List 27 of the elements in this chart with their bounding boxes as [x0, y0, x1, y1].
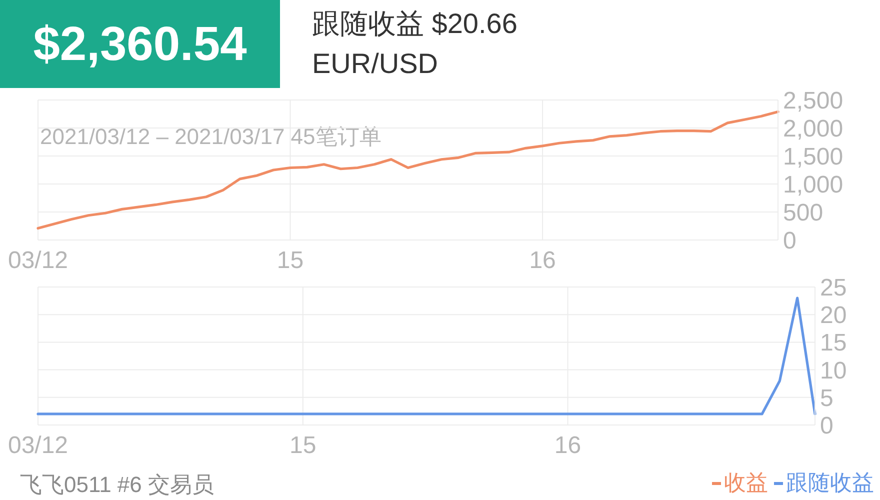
y-tick-label: 5	[820, 384, 834, 412]
title-banner: $2,360.54	[0, 0, 280, 88]
x-tick-label: 15	[290, 432, 316, 460]
y-tick-label: 0	[783, 228, 796, 255]
chart-title: $2,360.54	[33, 16, 247, 72]
x-tick-label: 16	[529, 247, 556, 274]
y-tick-label: 25	[820, 274, 847, 302]
y-tick-label: 500	[783, 200, 824, 227]
chart-subtitle: 跟随收益 $20.66	[312, 7, 518, 41]
legend-label: 跟随收益	[786, 469, 874, 497]
text: 飞飞0511 #6 交易员	[20, 471, 214, 499]
y-tick-label: 15	[820, 330, 847, 357]
y-tick-label: 0	[820, 412, 834, 440]
x-tick-label: 16	[554, 432, 582, 460]
x-tick-label: 15	[276, 247, 304, 274]
x-tick-label: 03/12	[8, 247, 68, 274]
x-tick-label: 03/12	[8, 432, 68, 460]
y-tick-label: 2,500	[783, 88, 844, 115]
y-tick-label: 1,500	[783, 144, 844, 171]
y-tick-label: 10	[820, 357, 847, 384]
y-tick-label: 2,000	[783, 116, 844, 143]
line-series	[36, 110, 780, 230]
y-tick-label: 20	[820, 302, 847, 330]
text: EUR/USD	[312, 48, 438, 80]
annotation: 2021/03/12 – 2021/03/17 45笔订单	[40, 123, 382, 151]
y-tick-label: 1,000	[783, 172, 844, 199]
legend-label: 收益	[724, 469, 768, 497]
